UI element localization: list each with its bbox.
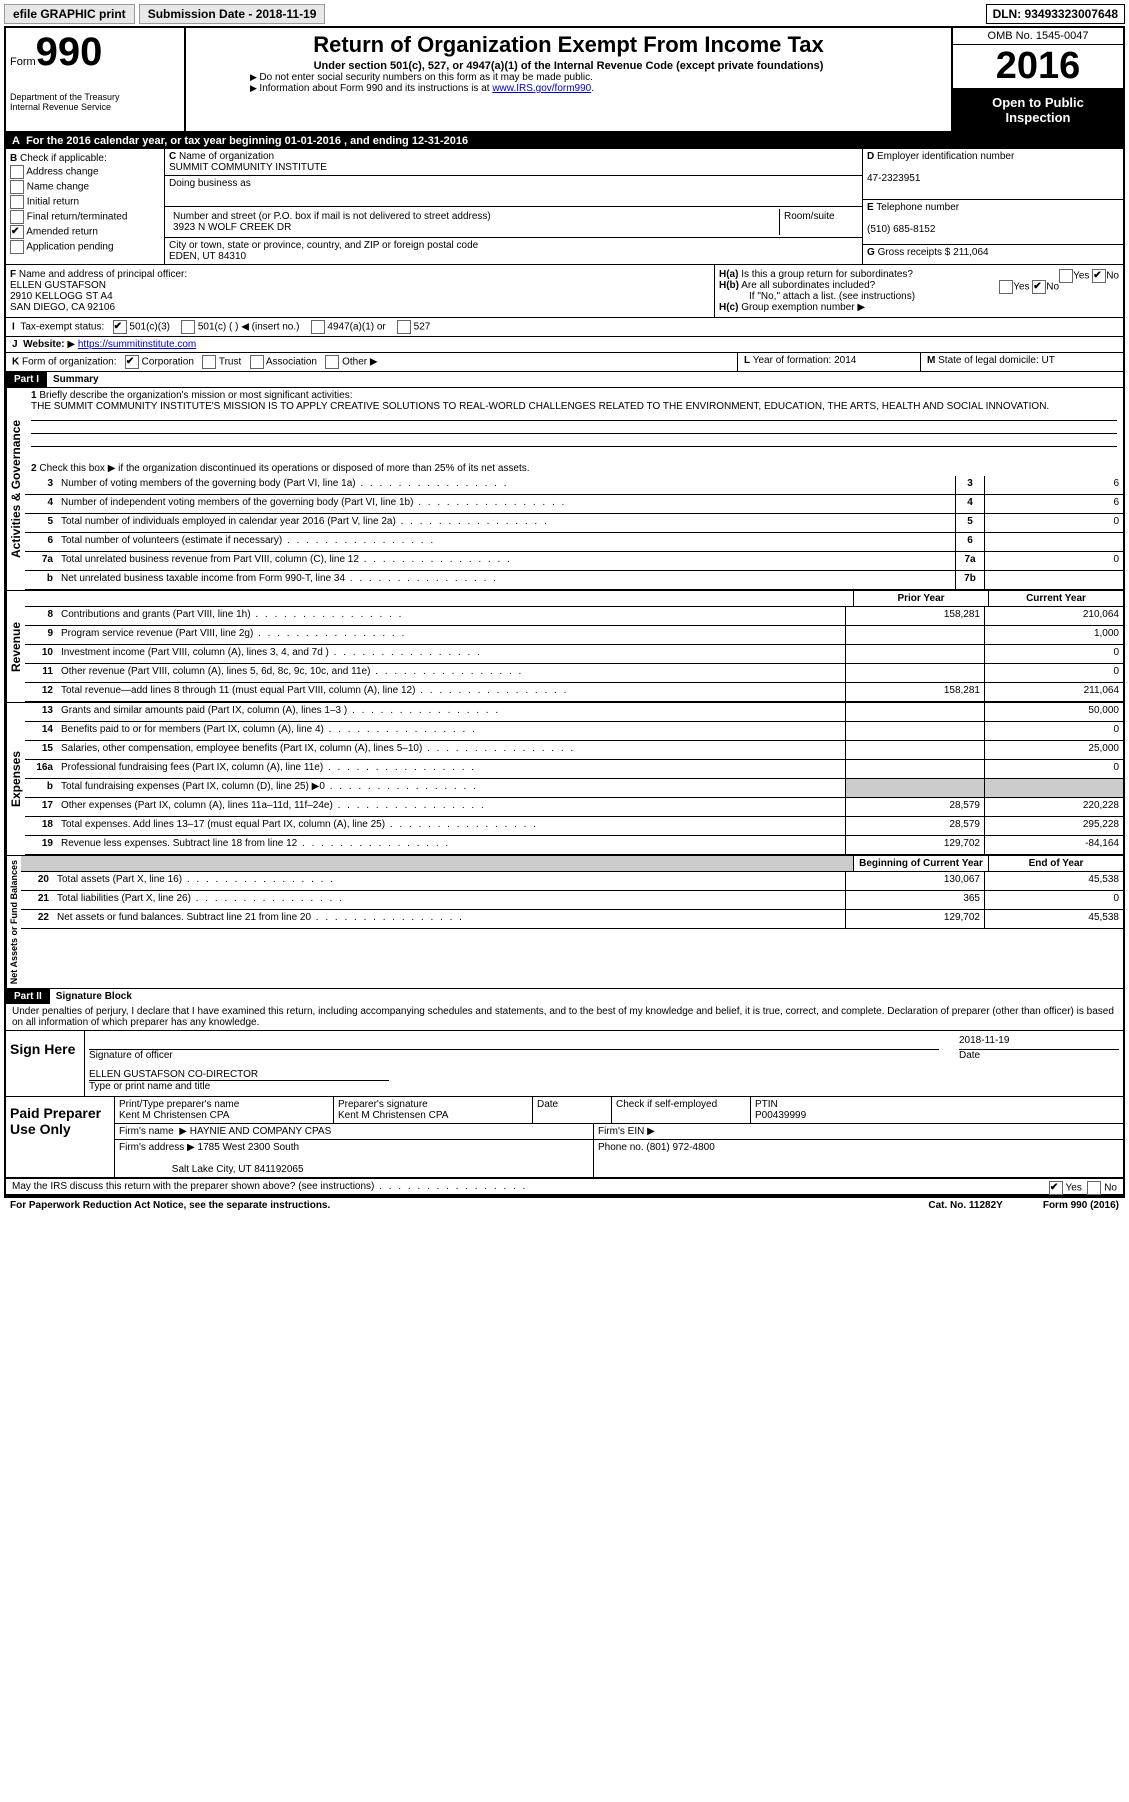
cb-corp[interactable] xyxy=(125,355,139,369)
cat-no: Cat. No. 11282Y xyxy=(928,1200,1002,1211)
part2-title: Signature Block xyxy=(50,989,138,1004)
firm-phone: (801) 972-4800 xyxy=(646,1142,714,1153)
gross-receipts: 211,064 xyxy=(953,247,988,258)
cb-501c3[interactable] xyxy=(113,320,127,334)
part1-label: Part I xyxy=(6,372,47,387)
hint-ssn: Do not enter social security numbers on … xyxy=(250,72,947,83)
row-a: A For the 2016 calendar year, or tax yea… xyxy=(6,133,1123,149)
cb-address-change[interactable]: Address change xyxy=(10,165,160,179)
cb-discuss-no[interactable] xyxy=(1087,1181,1101,1195)
state-domicile: UT xyxy=(1042,355,1055,366)
dept-treasury: Department of the Treasury xyxy=(10,92,180,102)
officer-name: ELLEN GUSTAFSON xyxy=(10,280,106,291)
firm-ein-label: Firm's EIN ▶ xyxy=(598,1126,655,1137)
preparer-sig: Kent M Christensen CPA xyxy=(338,1110,448,1121)
self-employed-check[interactable]: Check if self-employed xyxy=(612,1097,751,1123)
ein: 47-2323951 xyxy=(867,173,920,184)
vert-expenses: Expenses xyxy=(6,703,25,855)
submission-date: Submission Date - 2018-11-19 xyxy=(139,4,326,24)
section-b-checkboxes: B Check if applicable: Address change Na… xyxy=(6,149,165,264)
phone: (510) 685-8152 xyxy=(867,224,935,235)
col-end: End of Year xyxy=(988,856,1123,871)
part1-title: Summary xyxy=(47,372,105,387)
cb-trust[interactable] xyxy=(202,355,216,369)
form-title: Return of Organization Exempt From Incom… xyxy=(190,32,947,58)
irs: Internal Revenue Service xyxy=(10,102,180,112)
col-beginning: Beginning of Current Year xyxy=(853,856,988,871)
tax-year: 2016 xyxy=(953,45,1123,89)
year-formation: 2014 xyxy=(834,355,856,366)
col-current-year: Current Year xyxy=(988,591,1123,606)
vert-activities: Activities & Governance xyxy=(6,388,25,590)
sig-date: 2018-11-19 xyxy=(959,1035,1119,1050)
cb-527[interactable] xyxy=(397,320,411,334)
omb-number: OMB No. 1545-0047 xyxy=(953,28,1123,45)
vert-net-assets: Net Assets or Fund Balances xyxy=(6,856,21,988)
efile-print-button[interactable]: efile GRAPHIC print xyxy=(4,4,135,24)
part2-label: Part II xyxy=(6,989,50,1004)
form-number: 990 xyxy=(36,30,103,74)
officer-addr1: 2910 KELLOGG ST A4 xyxy=(10,291,113,302)
cb-other[interactable] xyxy=(325,355,339,369)
form-subtitle: Under section 501(c), 527, or 4947(a)(1)… xyxy=(190,60,947,72)
form-990-footer: Form 990 (2016) xyxy=(1043,1200,1119,1211)
cb-application-pending[interactable]: Application pending xyxy=(10,240,160,254)
open-to-public: Open to PublicInspection xyxy=(953,89,1123,131)
website-link[interactable]: https://summitinstitute.com xyxy=(78,339,196,350)
org-name: SUMMIT COMMUNITY INSTITUTE xyxy=(169,162,327,173)
mission-text: THE SUMMIT COMMUNITY INSTITUTE'S MISSION… xyxy=(31,401,1049,412)
col-prior-year: Prior Year xyxy=(853,591,988,606)
dln: DLN: 93493323007648 xyxy=(986,4,1125,24)
paid-preparer-label: Paid Preparer Use Only xyxy=(6,1097,115,1177)
hint-info: Information about Form 990 and its instr… xyxy=(250,83,947,94)
vert-revenue: Revenue xyxy=(6,591,25,702)
paperwork-notice: For Paperwork Reduction Act Notice, see … xyxy=(10,1200,330,1211)
city-state-zip: EDEN, UT 84310 xyxy=(169,251,246,262)
cb-4947[interactable] xyxy=(311,320,325,334)
firm-name: HAYNIE AND COMPANY CPAS xyxy=(190,1126,332,1137)
declaration-text: Under penalties of perjury, I declare th… xyxy=(6,1004,1123,1031)
firm-addr1: 1785 West 2300 South xyxy=(198,1142,300,1153)
irs-link[interactable]: www.IRS.gov/form990 xyxy=(492,83,591,94)
cb-final-return[interactable]: Final return/terminated xyxy=(10,210,160,224)
street: 3923 N WOLF CREEK DR xyxy=(173,222,291,233)
cb-501c[interactable] xyxy=(181,320,195,334)
cb-name-change[interactable]: Name change xyxy=(10,180,160,194)
cb-amended-return[interactable]: Amended return xyxy=(10,225,160,239)
officer-print-name: ELLEN GUSTAFSON CO-DIRECTOR xyxy=(89,1069,389,1081)
officer-addr2: SAN DIEGO, CA 92106 xyxy=(10,302,115,313)
preparer-name: Kent M Christensen CPA xyxy=(119,1110,229,1121)
cb-initial-return[interactable]: Initial return xyxy=(10,195,160,209)
cb-assoc[interactable] xyxy=(250,355,264,369)
firm-addr2: Salt Lake City, UT 841192065 xyxy=(172,1164,304,1175)
row-i: I Tax-exempt status: 501(c)(3) 501(c) ( … xyxy=(6,318,1123,337)
ptin: P00439999 xyxy=(755,1110,806,1121)
form-prefix: Form xyxy=(10,56,36,68)
cb-discuss-yes[interactable] xyxy=(1049,1181,1063,1195)
sign-here-label: Sign Here xyxy=(6,1031,85,1096)
